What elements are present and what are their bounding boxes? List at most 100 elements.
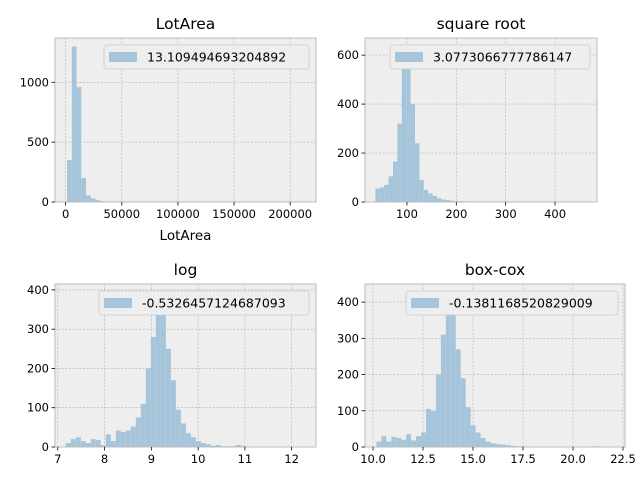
x-tick-label: 12.5 (410, 452, 436, 466)
histogram-bars (376, 291, 600, 447)
y-tick-label: 200 (27, 361, 49, 375)
histogram-bar (85, 195, 91, 202)
histogram-bar (185, 433, 191, 447)
histogram-bar (440, 334, 446, 447)
legend-label: -0.5326457124687093 (142, 296, 286, 311)
x-tick-label: 50000 (103, 207, 140, 221)
histogram-bar (95, 439, 101, 447)
histogram-bar (90, 439, 96, 447)
histogram-bar (81, 178, 86, 202)
histogram-bar (441, 199, 446, 202)
histogram-bar (210, 445, 216, 447)
x-tick-label: 22.5 (610, 452, 636, 466)
histogram-bar (375, 188, 380, 202)
histogram-bar (388, 176, 393, 202)
histogram-bar (140, 403, 146, 447)
histogram-bar (475, 432, 481, 447)
histogram-bar (480, 437, 486, 447)
histogram-bar (115, 430, 121, 447)
histogram-bar (381, 436, 387, 447)
legend-swatch (109, 52, 137, 62)
x-tick-label: 0 (62, 207, 69, 221)
histogram-bar (130, 426, 136, 447)
histogram-bar (120, 432, 126, 447)
subplot-2: 100 200 300 400 0 200 400 600 square root 3.07730… (337, 15, 598, 221)
y-tick-label: 500 (27, 135, 49, 149)
histogram-bar (406, 45, 411, 202)
y-tick-label: 300 (337, 331, 359, 345)
x-tick-label: 10 (191, 452, 206, 466)
legend-box (103, 44, 310, 70)
histogram-bar (406, 434, 412, 447)
histogram-bars (65, 293, 306, 447)
histogram-bar (71, 46, 77, 202)
x-tick-label: 200000 (268, 207, 312, 221)
histogram-bar (170, 380, 176, 447)
x-tick-label: 9 (148, 452, 155, 466)
x-tick-label: 11 (238, 452, 253, 466)
histogram-bar (460, 378, 466, 447)
histogram-bar (376, 441, 382, 447)
y-tick-label: 600 (337, 48, 359, 62)
histogram-bar (67, 160, 72, 202)
x-tick-label: 100000 (156, 207, 200, 221)
histogram-bar (436, 198, 442, 202)
histogram-bar (85, 443, 91, 447)
histogram-bar (445, 291, 451, 447)
histogram-bars (375, 45, 587, 203)
histogram-bar (500, 444, 506, 447)
axes-frame (54, 37, 317, 203)
histogram-bar (160, 313, 166, 447)
y-tick-label: 400 (27, 283, 49, 297)
x-tick-label: 200 (445, 207, 467, 221)
histogram-bar (410, 104, 415, 202)
x-tick-label: 150000 (212, 207, 256, 221)
chart-title: square root (437, 15, 526, 33)
y-tick-label: 0 (352, 440, 359, 454)
histogram-bar (401, 55, 407, 203)
histogram-bar (411, 440, 417, 447)
histogram-bar (450, 303, 456, 447)
y-tick-label: 200 (337, 368, 359, 382)
histogram-bar (510, 445, 516, 447)
y-tick-label: 100 (27, 401, 49, 415)
x-tick-label: 10.0 (360, 452, 386, 466)
legend-label: 3.0773066777786147 (433, 50, 572, 65)
x-tick-label: 17.5 (510, 452, 536, 466)
histogram-bar (470, 425, 476, 447)
histogram-bar (150, 337, 156, 447)
y-tick-label: 400 (337, 295, 359, 309)
histogram-bar (175, 409, 181, 447)
histogram-bar (428, 193, 433, 202)
histogram-bar (430, 410, 436, 447)
y-tick-label: 200 (337, 146, 359, 160)
histogram-bar (155, 293, 161, 447)
histogram-bar (215, 445, 221, 447)
histogram-bar (190, 437, 196, 447)
axes-frame (54, 283, 317, 448)
histogram-bar (110, 441, 116, 447)
legend: -0.1381168520829009 (405, 290, 619, 316)
x-tick-label: 8 (101, 452, 108, 466)
histogram-bar (435, 374, 441, 447)
histogram-bar (391, 436, 397, 447)
histogram-bar (432, 195, 437, 202)
histogram-bar (65, 443, 71, 447)
histogram-bar (205, 444, 211, 447)
legend-box (389, 44, 591, 70)
histogram-bar (135, 417, 141, 447)
histogram-bar (145, 368, 151, 447)
histogram-bar (421, 432, 426, 447)
subplot-4: 10.0 12.5 15.0 17.5 20.0 22.5 0 100 200 300 400 box… (337, 261, 636, 466)
legend-box (98, 290, 310, 316)
histogram-bar (125, 430, 131, 447)
legend: 13.109494693204892 (103, 44, 310, 70)
histogram-bar (426, 408, 431, 447)
y-tick-label: 0 (352, 195, 359, 209)
x-axis-label: LotArea (160, 228, 212, 244)
histogram-bar (455, 349, 461, 447)
histogram-bar (379, 187, 385, 202)
x-tick-label: 400 (544, 207, 566, 221)
histogram-bar (75, 437, 81, 447)
histogram-bar (240, 445, 246, 447)
